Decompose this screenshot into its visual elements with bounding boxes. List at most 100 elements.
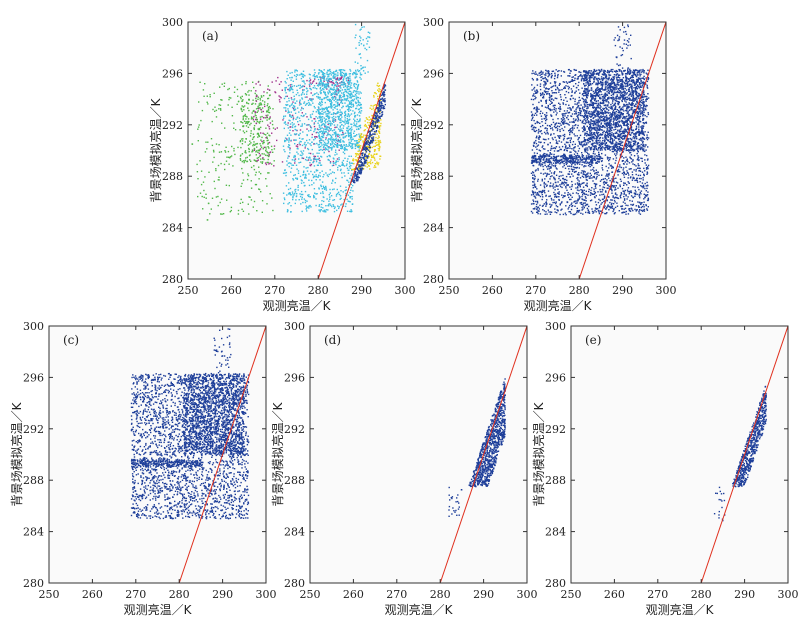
data-point: [340, 111, 343, 113]
data-point: [333, 84, 336, 87]
data-point: [360, 28, 362, 30]
data-point: [572, 106, 574, 108]
data-point: [576, 182, 579, 184]
data-point: [336, 75, 338, 77]
data-point: [339, 136, 341, 139]
data-point: [324, 126, 326, 128]
data-point: [349, 132, 351, 134]
data-point: [301, 80, 304, 82]
data-point: [247, 91, 249, 93]
data-point: [330, 149, 333, 151]
data-point: [301, 98, 304, 100]
data-point: [641, 107, 643, 109]
data-point: [628, 182, 630, 184]
data-point: [301, 157, 303, 159]
data-point: [589, 161, 591, 163]
data-point: [363, 138, 366, 140]
data-point: [299, 161, 302, 163]
data-point: [317, 158, 320, 161]
data-point: [289, 162, 291, 164]
data-point: [316, 84, 319, 86]
data-point: [615, 70, 617, 73]
data-point: [334, 83, 336, 86]
data-point: [303, 166, 305, 168]
data-point: [253, 200, 256, 203]
data-point: [634, 87, 637, 89]
data-point: [577, 78, 579, 80]
data-point: [643, 149, 645, 152]
data-point: [378, 121, 380, 124]
data-point: [214, 110, 216, 112]
data-point: [541, 163, 544, 166]
data-point: [644, 159, 646, 161]
data-point: [605, 190, 607, 192]
data-point: [543, 210, 546, 212]
data-point: [349, 93, 351, 95]
data-point: [555, 81, 557, 83]
data-point: [332, 162, 335, 164]
data-point: [596, 175, 598, 178]
data-point: [287, 146, 289, 148]
data-point: [303, 101, 306, 103]
data-point: [318, 134, 320, 136]
data-point: [370, 162, 372, 165]
data-point: [302, 76, 304, 78]
data-point: [596, 143, 598, 145]
data-point: [612, 179, 615, 181]
data-point: [257, 132, 260, 135]
data-point: [614, 212, 616, 214]
data-point: [360, 161, 362, 164]
data-point: [562, 102, 564, 104]
data-point: [310, 127, 313, 129]
data-point: [245, 115, 247, 118]
data-point: [338, 96, 341, 98]
data-point: [346, 122, 349, 124]
data-point: [300, 109, 302, 111]
data-point: [257, 107, 259, 109]
data-point: [242, 115, 244, 118]
data-point: [343, 165, 346, 167]
data-point: [378, 120, 380, 122]
data-point: [248, 109, 250, 112]
data-point: [611, 189, 613, 191]
data-point: [289, 193, 291, 195]
data-point: [643, 208, 646, 211]
data-point: [574, 119, 576, 122]
data-point: [325, 205, 327, 207]
data-point: [299, 140, 301, 143]
data-point: [350, 82, 353, 84]
data-point: [350, 133, 352, 135]
data-point: [302, 89, 304, 92]
data-point: [325, 125, 327, 127]
data-point: [324, 119, 326, 122]
data-point: [282, 192, 285, 194]
data-point: [557, 118, 559, 120]
data-point: [374, 153, 376, 155]
data-point: [646, 209, 649, 211]
data-point: [224, 151, 227, 153]
data-point: [305, 144, 307, 146]
data-point: [542, 154, 544, 156]
data-point: [292, 88, 294, 91]
data-point: [582, 98, 584, 100]
data-point: [539, 204, 541, 206]
data-point: [333, 99, 335, 102]
data-point: [337, 146, 339, 148]
data-point: [339, 86, 341, 88]
data-point: [565, 112, 567, 114]
data-point: [645, 204, 647, 206]
data-point: [544, 178, 546, 180]
data-point: [366, 142, 368, 144]
data-point: [546, 88, 548, 90]
data-point: [347, 125, 350, 128]
data-point: [346, 160, 348, 162]
data-point: [639, 167, 641, 170]
data-point: [299, 87, 301, 89]
data-point: [554, 156, 557, 159]
data-point: [375, 122, 378, 124]
data-point: [294, 69, 296, 71]
data-point: [265, 114, 267, 117]
data-point: [601, 157, 604, 160]
data-point: [226, 199, 228, 201]
data-point: [358, 108, 361, 110]
